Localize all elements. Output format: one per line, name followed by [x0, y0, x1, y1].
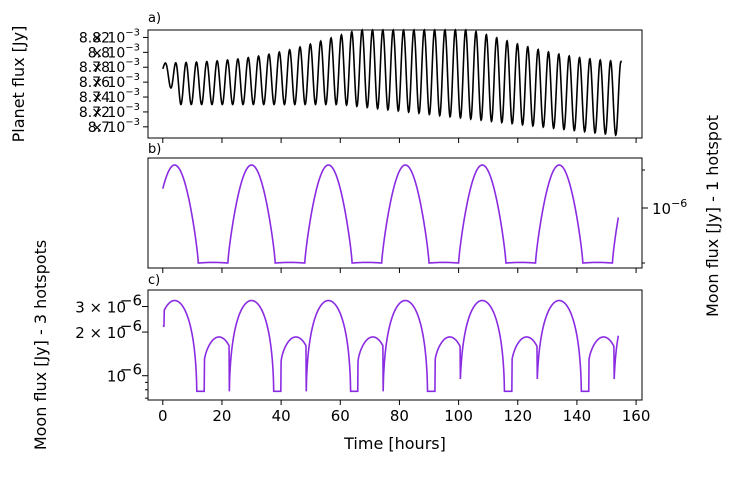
panel-a-y-tick-label: 8.72: [79, 105, 110, 121]
moon-flux-3-hotspots-line: [162, 299, 620, 393]
panel-c-y-tick-exp: −6: [120, 317, 142, 335]
panel-a-y-tick-label: 8.8: [88, 45, 110, 61]
panel-c-y-tick-exp: −6: [120, 361, 142, 379]
panel-b-y-tick-label: 10−6: [652, 197, 687, 218]
panel-a-y-tick-label: 8.76: [79, 75, 110, 91]
x-tick-label: 100: [444, 407, 473, 425]
panel-a-ylabel: Planet flux [Jy]: [9, 26, 28, 143]
panel-a-y-tick-exp: × 10−3: [91, 102, 140, 121]
x-tick-label: 60: [331, 407, 350, 425]
panel-a-y-tick-label: 8.82: [79, 30, 110, 46]
panel-c-tag: c): [148, 273, 160, 288]
x-tick-label: 40: [272, 407, 291, 425]
panel-a-y-tick-exp: × 10−3: [91, 72, 140, 91]
x-tick-label: 140: [563, 407, 592, 425]
panel-a-frame: [147, 29, 643, 139]
moon-flux-1-hotspot-line: [162, 164, 620, 264]
panel-c-frame: [147, 289, 643, 401]
panel-a-y-tick-exp: × 10−3: [91, 87, 140, 106]
panel-a-y-tick-exp: × 10−3: [91, 117, 140, 136]
panel-c-y-tick-label: 2 × 10: [75, 324, 126, 342]
panel-b-tag: b): [148, 142, 161, 157]
planet-flux-line: [162, 28, 623, 137]
panel-b-frame: [147, 157, 643, 269]
x-axis-label: Time [hours]: [343, 434, 446, 453]
panel-c-y-tick-label: 3 × 10: [75, 299, 126, 317]
panel-a-y-tick-label: 8.7: [88, 120, 110, 136]
panel-c-ylabel: Moon flux [Jy] - 3 hotspots: [31, 240, 50, 450]
panel-c-y-tick-exp: −6: [120, 292, 142, 310]
x-tick-label: 20: [212, 407, 231, 425]
x-tick-label: 160: [622, 407, 651, 425]
x-tick-label: 0: [158, 407, 168, 425]
panel-a-y-tick-label: 8.74: [79, 90, 110, 106]
panel-b-ylabel: Moon flux [Jy] - 1 hotspot: [703, 115, 722, 317]
panel-a-y-tick-label: 8.78: [79, 60, 110, 76]
panel-a-y-tick-exp: × 10−3: [91, 42, 140, 61]
panel-a-tag: a): [148, 11, 161, 26]
panel-c-y-tick-label: 10: [107, 368, 126, 386]
panel-a-y-tick-exp: × 10−3: [91, 27, 140, 46]
series-layer: [162, 28, 623, 393]
panel-a-y-tick-exp: × 10−3: [91, 57, 140, 76]
x-tick-label: 120: [503, 407, 532, 425]
x-tick-label: 80: [390, 407, 409, 425]
